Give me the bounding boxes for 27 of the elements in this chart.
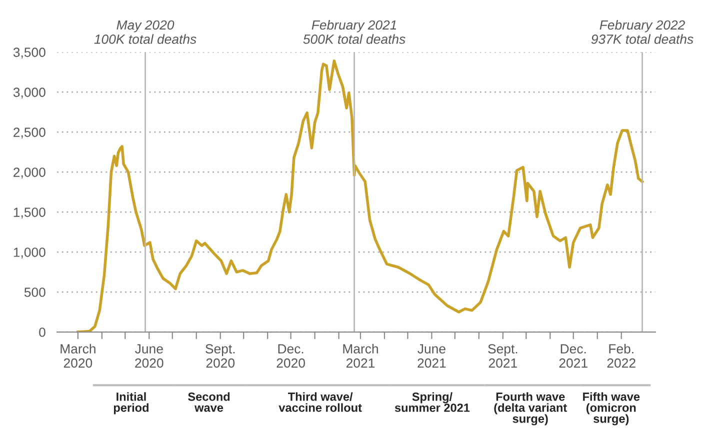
y-tick-label: 0 [39, 328, 46, 337]
x-tick-label: Dec. 2021 [559, 344, 588, 368]
text: Third wave/ vaccine rollout [278, 392, 362, 412]
text: Second wave [188, 392, 230, 412]
x-tick-label: Feb. 2022 [607, 344, 636, 368]
x-tick-label: Sept. 2021 [488, 344, 518, 368]
x-tick-label: March 2020 [60, 344, 96, 368]
ref-line-label: May 2020 100K total deaths [94, 20, 196, 44]
y-tick-label: 500 [24, 288, 46, 297]
y-tick-label: 1,000 [14, 248, 46, 258]
text: Fifth wave (omicron surge) [583, 392, 640, 426]
text: Initial period [114, 392, 148, 414]
text: Fourth wave (delta variant surge) [494, 392, 567, 426]
x-tick-label: Sept. 2020 [206, 344, 235, 368]
x-tick-label: March 2021 [343, 344, 378, 368]
ref-line-label: February 2021 500K total deaths [303, 20, 406, 44]
x-tick-label: June 2020 [135, 344, 164, 368]
y-tick-label: 2,500 [14, 128, 46, 139]
text: Spring/ summer 2021 [394, 392, 470, 412]
y-tick-label: 1,500 [14, 208, 46, 219]
x-tick-label: June 2021 [418, 344, 446, 368]
x-tick-label: Dec. 2020 [276, 344, 305, 368]
line-series [76, 59, 644, 332]
y-tick-label: 3,000 [13, 88, 46, 99]
y-tick-label: 2,000 [14, 168, 46, 179]
ref-line-label: February 2022 937K total deaths [591, 20, 694, 44]
y-tick-label: 3,500 [13, 48, 46, 59]
